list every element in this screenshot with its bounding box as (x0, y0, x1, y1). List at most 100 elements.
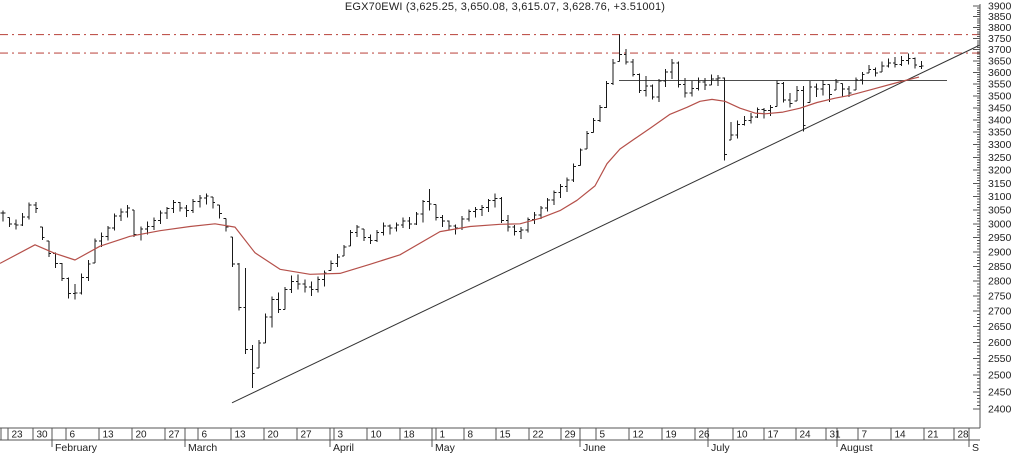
ohlc-bar (368, 234, 373, 244)
ohlc-bar (473, 206, 478, 218)
y-tick-label: 2500 (988, 370, 1012, 382)
week-label: 10 (371, 430, 383, 441)
ohlc-bar (236, 262, 242, 311)
ohlc-bar (866, 65, 872, 74)
ohlc-bar (341, 244, 347, 257)
ohlc-bar (210, 196, 216, 209)
ohlc-bar (807, 81, 813, 103)
y-tick-label: 3150 (988, 178, 1012, 190)
ohlc-bar (407, 216, 413, 229)
month-label: March (188, 442, 217, 453)
y-tick-label: 2600 (988, 337, 1012, 349)
ohlc-bar (774, 80, 780, 108)
ohlc-bar (118, 208, 124, 222)
ohlc-bar (623, 49, 629, 65)
y-tick-label: 3350 (988, 127, 1012, 139)
ohlc-bar (682, 78, 688, 98)
week-label: 12 (633, 430, 645, 441)
ohlc-bar (26, 202, 32, 220)
week-label: 23 (12, 430, 24, 441)
ohlc-bar (696, 77, 701, 91)
trendline (231, 44, 981, 404)
week-label: 30 (37, 430, 49, 441)
ohlc-bar (558, 183, 563, 198)
ohlc-bar (184, 205, 189, 217)
y-tick-label: 2800 (988, 276, 1012, 288)
chart-title: EGX70EWI (3,625.25, 3,650.08, 3,615.07, … (344, 1, 666, 13)
ohlc-bar (400, 217, 406, 228)
ohlc-bar (853, 77, 859, 91)
ohlc-bar (112, 213, 117, 231)
ohlc-bar (322, 270, 327, 287)
ohlc-bar (801, 85, 806, 132)
y-tick-label: 2650 (988, 321, 1012, 333)
y-tick-label: 3400 (988, 114, 1012, 126)
ohlc-bar (164, 206, 170, 219)
week-label: 1 (440, 430, 446, 441)
ohlc-bar (860, 71, 865, 85)
week-label: 13 (235, 430, 247, 441)
y-tick-label: 3250 (988, 152, 1012, 164)
y-tick-label: 3000 (988, 218, 1012, 230)
y-tick-label: 2450 (988, 386, 1012, 398)
y-tick-label: 2550 (988, 353, 1012, 365)
week-label: 7 (862, 430, 868, 441)
ohlc-bar (617, 34, 622, 62)
ohlc-bar (158, 210, 163, 224)
week-label: 6 (70, 430, 76, 441)
ohlc-bar (309, 281, 314, 297)
ohlc-bar (814, 83, 819, 98)
ohlc-bar (637, 73, 642, 93)
week-label: 8 (468, 430, 474, 441)
ohlc-bar (669, 59, 675, 79)
ohlc-bar (59, 262, 65, 282)
week-label: 27 (301, 430, 313, 441)
ohlc-bar (538, 205, 544, 219)
week-label: 18 (404, 430, 416, 441)
ohlc-bar (715, 75, 721, 86)
ohlc-bar (131, 209, 137, 238)
week-label: 15 (500, 430, 512, 441)
y-tick-label: 3800 (988, 22, 1012, 34)
ohlc-bar (905, 53, 911, 65)
ohlc-bar (879, 61, 885, 73)
y-tick-label: 3850 (988, 11, 1012, 23)
ohlc-bar (512, 225, 517, 236)
month-label: June (583, 442, 606, 453)
y-tick-label: 2400 (988, 404, 1012, 416)
ohlc-bar (663, 68, 668, 87)
y-tick-label: 3200 (988, 165, 1012, 177)
ohlc-bar (204, 193, 209, 205)
ohlc-bar (53, 252, 58, 268)
week-label: 10 (737, 430, 749, 441)
ohlc-bar (584, 130, 590, 150)
ohlc-bar (833, 78, 839, 91)
month-label: May (435, 442, 456, 453)
ohlc-bar (755, 107, 760, 118)
month-label: S (972, 442, 979, 453)
ohlc-bar (72, 284, 78, 300)
ohlc-bar (13, 219, 19, 230)
ohlc-bar (263, 313, 268, 344)
ohlc-bar (518, 227, 524, 240)
ohlc-bar (269, 296, 275, 328)
y-tick-label: 3750 (988, 33, 1012, 45)
ohlc-bar (177, 201, 183, 212)
ohlc-bar (722, 77, 727, 161)
ohlc-bar (413, 212, 419, 226)
ohlc-bar (276, 292, 281, 313)
ohlc-bar (348, 229, 353, 247)
ohlc-bar (787, 92, 793, 108)
ohlc-bar (361, 228, 367, 242)
ohlc-bar (656, 78, 662, 102)
ohlc-bar (223, 217, 229, 232)
ohlc-bar (873, 67, 878, 77)
y-tick-label: 2700 (988, 306, 1012, 318)
week-label: 24 (800, 430, 812, 441)
ohlc-bar (886, 58, 891, 68)
month-label: July (711, 442, 730, 453)
ohlc-bar (66, 277, 71, 299)
ohlc-bar (85, 259, 91, 282)
